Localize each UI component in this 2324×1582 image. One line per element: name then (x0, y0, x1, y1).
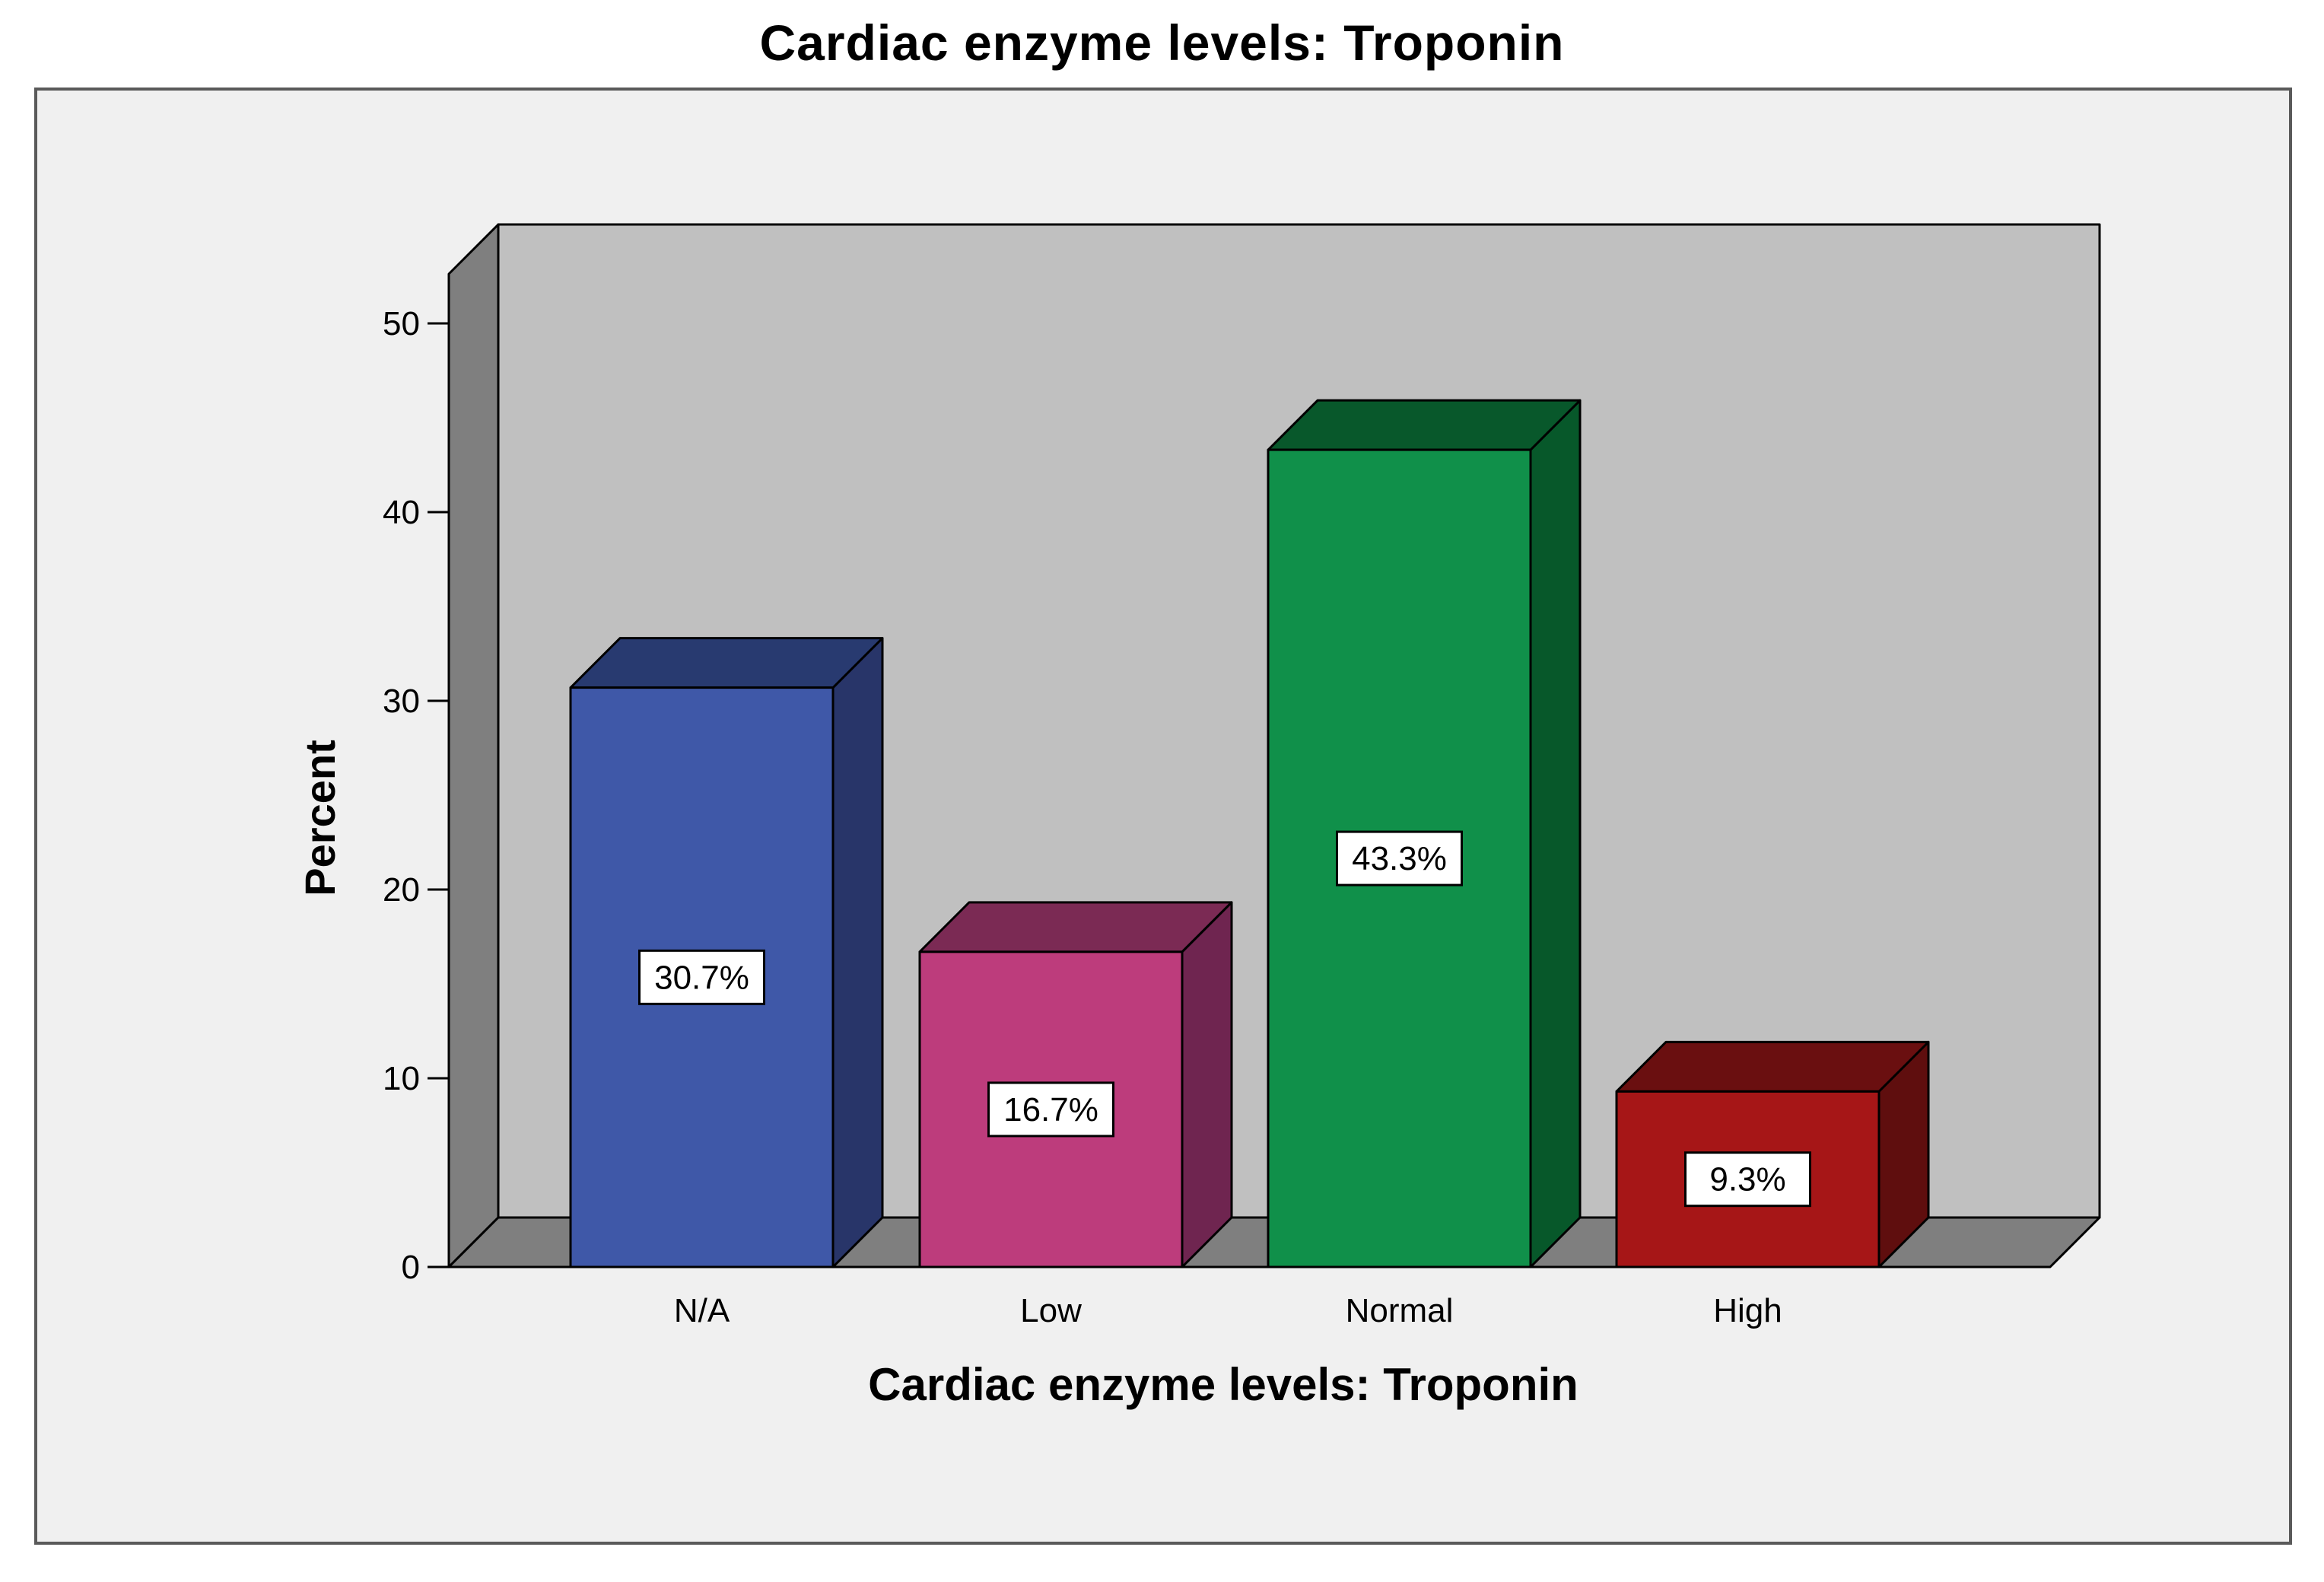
bar-top (1615, 1040, 1930, 1093)
bar-top (569, 637, 884, 689)
bar-side (1181, 901, 1233, 1268)
x-tick-label: Low (1020, 1292, 1082, 1329)
y-tick-label: 0 (402, 1249, 420, 1286)
data-label-box (987, 1081, 1114, 1138)
data-label: 43.3% (1352, 840, 1447, 877)
y-tick-label: 40 (383, 494, 420, 531)
y-tick-label: 20 (383, 871, 420, 909)
y-tick-label: 10 (383, 1060, 420, 1097)
data-label-box (638, 949, 765, 1005)
bar-side (831, 637, 884, 1268)
y-tick-label: 50 (383, 305, 420, 342)
bar-top (1267, 399, 1582, 451)
bar-top (918, 901, 1233, 953)
x-tick-label: Normal (1346, 1292, 1454, 1329)
x-tick-label: High (1713, 1292, 1782, 1329)
side-wall (447, 223, 500, 1268)
y-axis-label: Percent (296, 740, 344, 896)
data-label-box (1684, 1151, 1811, 1208)
data-label: 9.3% (1709, 1161, 1785, 1198)
chart-title: Cardiac enzyme levels: Troponin (759, 14, 1565, 71)
data-label-box (1336, 830, 1463, 886)
x-tick-label: N/A (674, 1292, 730, 1329)
y-tick-label: 30 (383, 683, 420, 720)
bar-side (1529, 399, 1582, 1268)
data-label: 30.7% (654, 959, 749, 996)
data-label: 16.7% (1003, 1091, 1098, 1128)
x-axis-label: Cardiac enzyme levels: Troponin (868, 1359, 1578, 1410)
bar (1615, 1090, 1881, 1268)
